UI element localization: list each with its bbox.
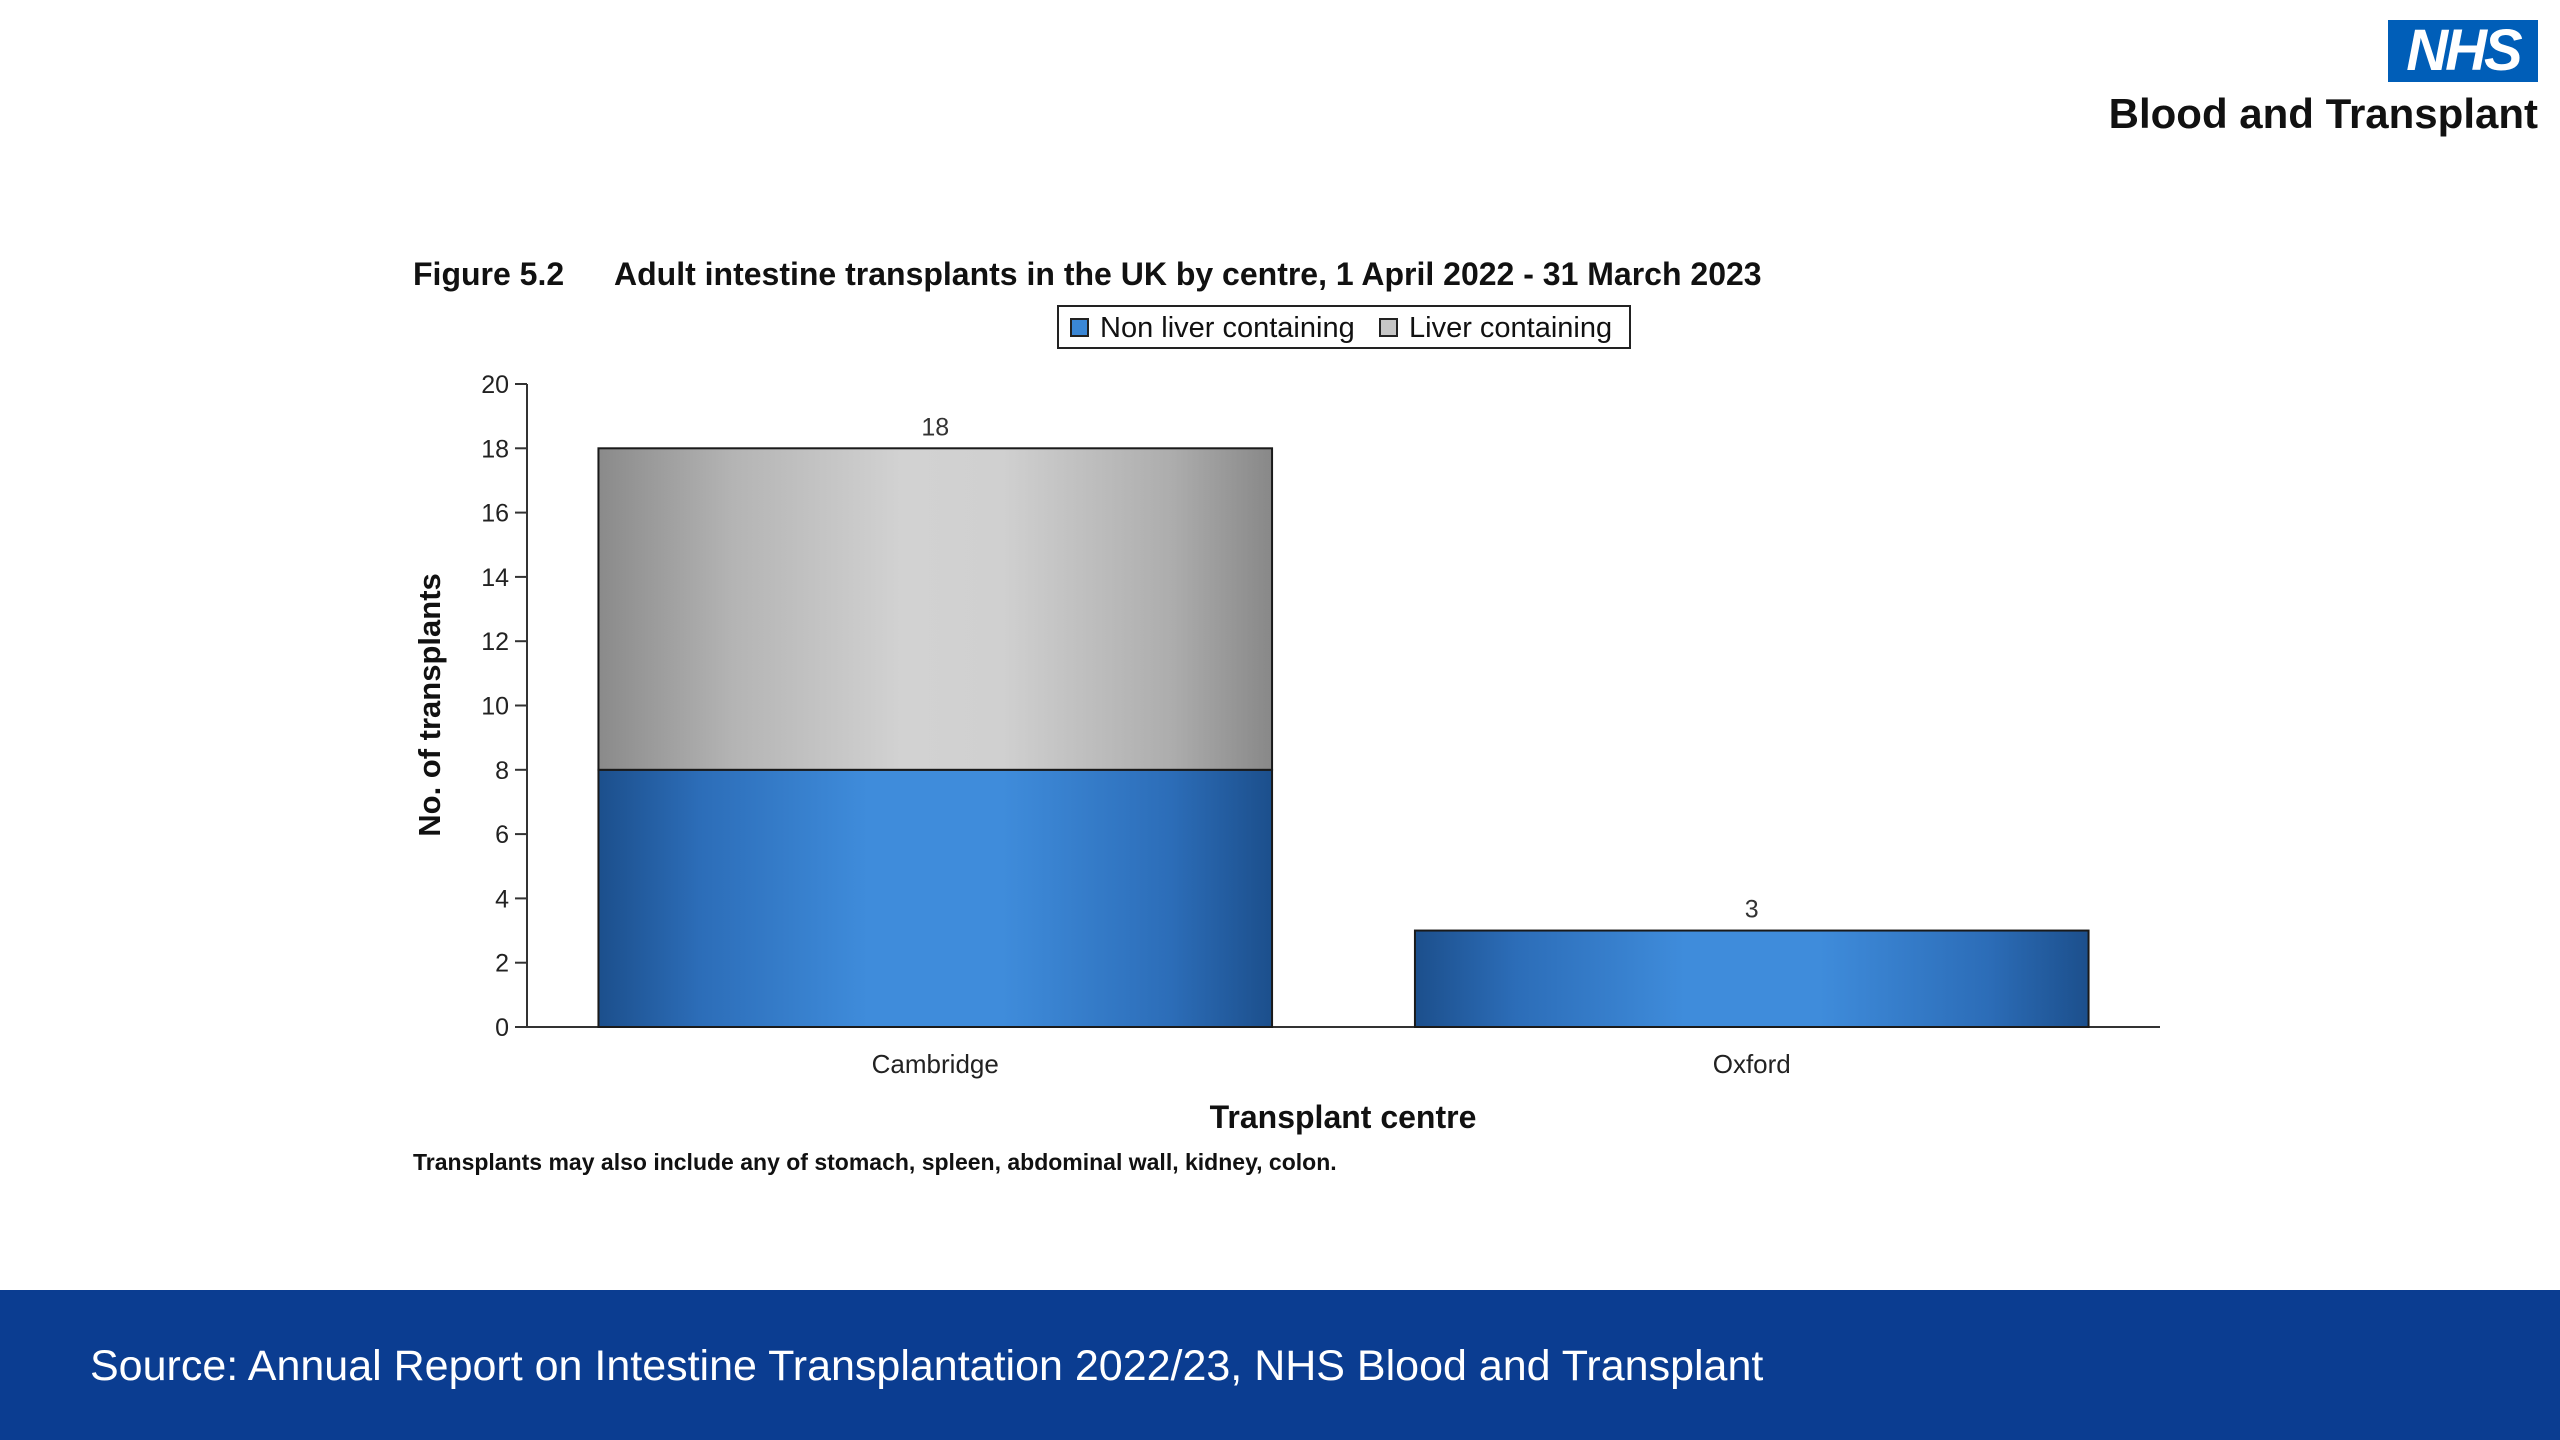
bar-oxford-non-liver — [1413, 929, 2090, 1028]
bar-total-label: 18 — [921, 413, 949, 441]
legend: Non liver containing Liver containing — [1057, 305, 1631, 349]
y-tick-label: 18 — [481, 435, 509, 463]
source-text: Source: Annual Report on Intestine Trans… — [90, 1342, 1764, 1390]
x-tick-label: Cambridge — [872, 1049, 999, 1079]
y-tick-label: 4 — [495, 885, 509, 913]
y-tick-label: 16 — [481, 500, 509, 528]
axes: 0 2 4 6 8 10 12 14 16 18 20 — [481, 371, 2160, 1042]
y-tick-label: 20 — [481, 371, 509, 399]
y-tick-label: 12 — [481, 628, 509, 656]
y-tick-label: 2 — [495, 950, 509, 978]
chart-note: Transplants may also include any of stom… — [413, 1149, 1337, 1175]
figure-label: Figure 5.2 — [413, 256, 564, 292]
legend-box — [1057, 305, 1631, 349]
legend-label-non-liver: Non liver containing — [1100, 312, 1355, 344]
x-axis-label: Transplant centre — [1210, 1099, 1477, 1135]
y-tick-label: 10 — [481, 693, 509, 721]
labels: 18 Cambridge 3 Oxford — [872, 413, 1791, 1079]
x-tick-label: Oxford — [1713, 1049, 1791, 1079]
y-axis-label: No. of transplants — [412, 573, 447, 837]
legend-swatch-liver — [1379, 318, 1398, 337]
bar-cambridge-non-liver — [597, 768, 1274, 1028]
bars — [597, 447, 2090, 1028]
bar-chart: Figure 5.2 Adult intestine transplants i… — [412, 256, 2160, 1175]
y-tick-label: 14 — [481, 564, 509, 592]
nhsbt-logo: NHS Blood and Transplant — [2109, 20, 2538, 140]
legend-swatch-non-liver — [1070, 318, 1089, 337]
chart-title: Adult intestine transplants in the UK by… — [614, 256, 1762, 292]
legend-label-liver: Liver containing — [1409, 312, 1612, 344]
y-tick-label: 8 — [495, 757, 509, 785]
footer-banner: Source: Annual Report on Intestine Trans… — [0, 1290, 2560, 1440]
organisation-name: Blood and Transplant — [2108, 90, 2538, 137]
y-tick-label: 6 — [495, 821, 509, 849]
nhs-logo-mark: NHS — [2388, 20, 2538, 82]
y-tick-label: 0 — [495, 1014, 509, 1042]
bar-cambridge-liver — [597, 447, 1274, 771]
bar-total-label: 3 — [1745, 896, 1759, 924]
